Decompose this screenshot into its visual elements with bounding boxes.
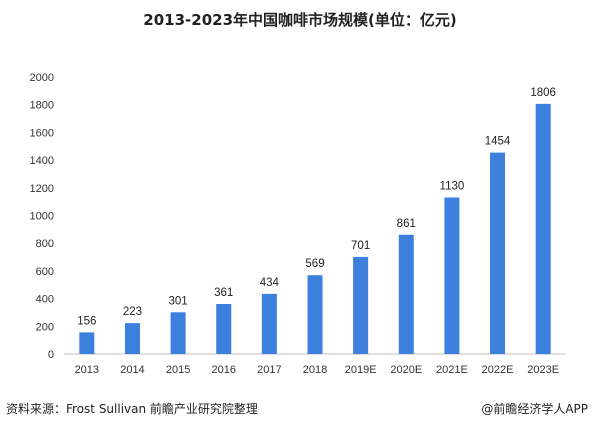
- y-axis: 0 200 400 600 800 1000 1200 1400 1600 1800 2000: [30, 72, 54, 361]
- data-label: 701: [351, 240, 370, 252]
- data-label: 1806: [530, 87, 556, 99]
- data-label: 1130: [440, 180, 465, 192]
- bar: [170, 312, 186, 354]
- y-tick-label: 1200: [30, 183, 54, 195]
- x-tick-label: 2023E: [527, 364, 559, 376]
- y-tick-label: 800: [36, 238, 54, 250]
- brand-credit: @前瞻经济学人APP: [481, 401, 588, 416]
- y-tick-label: 1400: [30, 155, 54, 167]
- y-tick-label: 1600: [30, 127, 54, 139]
- x-tick-label: 2021E: [436, 364, 468, 376]
- data-label: 434: [260, 277, 280, 289]
- bar: [79, 332, 95, 354]
- y-tick-label: 200: [36, 321, 54, 333]
- bar: [124, 323, 140, 354]
- x-tick-label: 2017: [257, 364, 281, 376]
- bar: [353, 256, 369, 354]
- data-label: 301: [168, 295, 187, 307]
- y-tick-label: 1000: [30, 211, 54, 223]
- bar: [216, 304, 232, 354]
- y-tick-label: 2000: [30, 72, 54, 84]
- data-label: 156: [77, 315, 96, 327]
- y-tick-label: 0: [48, 349, 54, 361]
- data-label: 861: [397, 218, 416, 230]
- x-tick-label: 2019E: [345, 364, 377, 376]
- x-tick-label: 2022E: [482, 364, 514, 376]
- bar: [444, 197, 460, 354]
- x-tick-label: 2014: [120, 364, 144, 376]
- y-tick-label: 600: [36, 266, 54, 278]
- data-label: 1454: [485, 136, 511, 148]
- y-tick-label: 400: [36, 294, 54, 306]
- bar: [261, 293, 277, 354]
- x-tick-label: 2020E: [390, 364, 422, 376]
- x-tick-label: 2013: [75, 364, 99, 376]
- bars: 156 2013 223 2014 301 2015 361 2016 434 2017 569 20…: [75, 87, 560, 376]
- x-tick-label: 2016: [211, 364, 235, 376]
- bar: [535, 103, 551, 354]
- data-label: 223: [123, 306, 142, 318]
- source-note: 资料来源：Frost Sullivan 前瞻产业研究院整理: [6, 401, 258, 416]
- bar: [307, 275, 323, 354]
- y-tick-label: 1800: [30, 100, 54, 112]
- chart-title: 2013-2023年中国咖啡市场规模(单位：亿元): [143, 11, 456, 29]
- data-label: 361: [214, 287, 233, 299]
- x-tick-label: 2015: [166, 364, 190, 376]
- bar: [398, 234, 414, 354]
- data-label: 569: [305, 258, 324, 270]
- x-tick-label: 2018: [303, 364, 327, 376]
- bar: [490, 152, 506, 354]
